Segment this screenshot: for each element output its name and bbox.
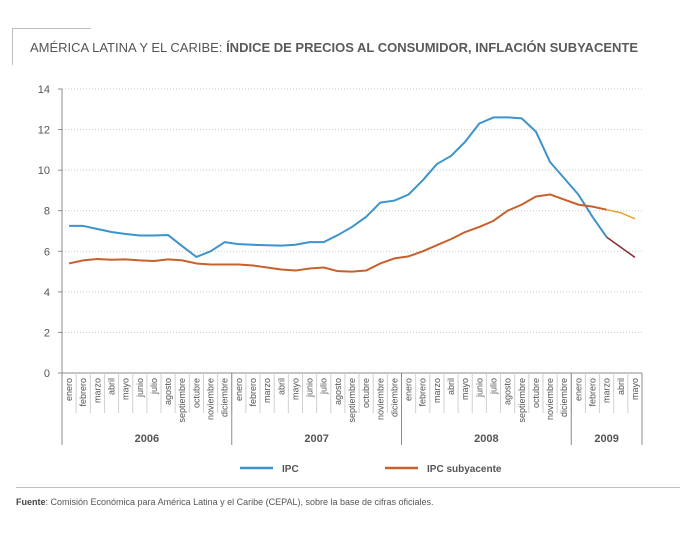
y-tick-label: 10 — [38, 165, 50, 177]
series-forecast-ipc — [606, 236, 636, 258]
x-tick-label: marzo — [602, 378, 612, 403]
x-tick-label: enero — [234, 378, 244, 401]
x-tick-label: octubre — [531, 378, 541, 408]
source-text: : Comisión Económica para América Latina… — [45, 497, 434, 507]
x-tick-label: julio — [149, 378, 159, 395]
x-tick-label: noviembre — [206, 378, 216, 420]
x-tick-label: octubre — [361, 378, 371, 408]
x-tick-label: enero — [404, 378, 414, 401]
year-label-2008: 2008 — [474, 433, 498, 445]
y-tick-label: 14 — [38, 84, 50, 96]
x-tick-label: febrero — [248, 378, 258, 407]
x-tick-label: junio — [135, 378, 145, 398]
x-tick-label: enero — [573, 378, 583, 401]
x-tick-label: noviembre — [375, 378, 385, 420]
x-tick-label: mayo — [630, 378, 640, 400]
y-tick-label: 6 — [44, 246, 50, 258]
x-tick-label: agosto — [163, 378, 173, 405]
title-prefix: AMÉRICA LATINA Y EL CARIBE: — [30, 40, 223, 55]
x-tick-label: febrero — [587, 378, 597, 407]
title-main: ÍNDICE DE PRECIOS AL CONSUMIDOR, INFLACI… — [226, 40, 639, 55]
x-tick-label: agosto — [333, 378, 343, 405]
x-tick-label: mayo — [290, 378, 300, 400]
legend-label-ipc: IPC — [282, 464, 299, 475]
year-label-2009: 2009 — [594, 433, 618, 445]
x-tick-label: febrero — [78, 378, 88, 407]
x-tick-label: abril — [107, 378, 117, 395]
y-tick-label: 0 — [44, 368, 50, 380]
year-label-2007: 2007 — [304, 433, 328, 445]
series-line-ipc — [69, 116, 608, 258]
x-tick-label: mayo — [460, 378, 470, 400]
x-tick-label: abril — [446, 378, 456, 395]
x-tick-label: agosto — [503, 378, 513, 405]
y-tick-label: 2 — [44, 327, 50, 339]
x-tick-label: septiembre — [347, 378, 357, 423]
x-tick-label: diciembre — [220, 378, 230, 417]
series-line-ipc-subyacente — [68, 193, 607, 273]
x-tick-label: marzo — [92, 378, 102, 403]
x-tick-label: diciembre — [559, 378, 569, 417]
x-tick-label: marzo — [432, 378, 442, 403]
x-tick-label: enero — [64, 378, 74, 401]
x-tick-label: febrero — [418, 378, 428, 407]
x-tick-label: octubre — [191, 378, 201, 408]
y-tick-label: 12 — [38, 125, 50, 137]
y-tick-label: 4 — [44, 287, 50, 299]
x-tick-label: junio — [474, 378, 484, 398]
y-tick-label: 8 — [44, 206, 50, 218]
title-frame — [12, 28, 91, 65]
x-tick-label: marzo — [262, 378, 272, 403]
x-tick-label: julio — [488, 378, 498, 395]
x-tick-label: noviembre — [545, 378, 555, 420]
series-forecast-ipc-subyacente — [606, 208, 636, 220]
x-tick-label: septiembre — [177, 378, 187, 423]
x-tick-label: mayo — [121, 378, 131, 400]
chart-title: AMÉRICA LATINA Y EL CARIBE: ÍNDICE DE PR… — [30, 40, 638, 55]
x-tick-label: septiembre — [517, 378, 527, 423]
source-divider — [16, 487, 680, 488]
year-label-2006: 2006 — [135, 433, 159, 445]
x-tick-label: junio — [305, 378, 315, 398]
source-label: Fuente — [16, 497, 46, 507]
x-tick-label: abril — [276, 378, 286, 395]
source-note: Fuente: Comisión Económica para América … — [16, 497, 434, 507]
x-tick-label: abril — [616, 378, 626, 395]
x-tick-label: diciembre — [389, 378, 399, 417]
legend-label-ipc-subyacente: IPC subyacente — [427, 464, 502, 475]
x-tick-label: julio — [319, 378, 329, 395]
